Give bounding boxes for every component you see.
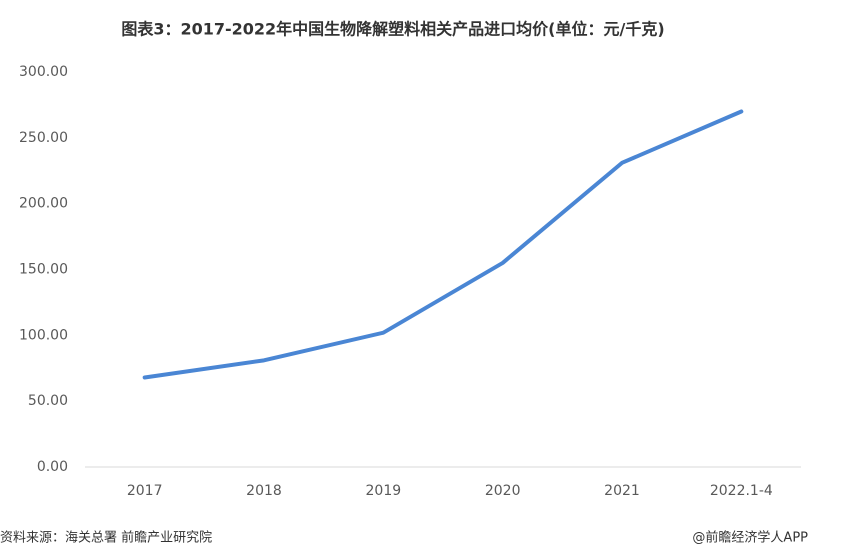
y-tick-label: 150.00: [19, 262, 68, 278]
y-tick-label: 200.00: [19, 196, 68, 212]
source: 资料来源：海关总署 前瞻产业研究院: [0, 530, 212, 546]
x-tick-label: 2020: [485, 483, 521, 499]
line: [142, 109, 744, 380]
y-tick-label: 0.00: [37, 459, 68, 475]
x-tick-label: 2019: [366, 483, 402, 499]
x-tick-label: 2022.1-4: [710, 483, 773, 499]
y-tick-label: 100.00: [19, 327, 68, 343]
y-tick-label: 50.00: [28, 393, 68, 409]
chart-title: 图表3：2017-2022年中国生物降解塑料相关产品进口均价(单位：元/千克): [121, 20, 664, 39]
y-tick-label: 300.00: [19, 64, 68, 80]
credit: @前瞻经济学人APP: [692, 530, 808, 546]
x-tick-label: 2021: [604, 483, 640, 499]
y-tick-label: 250.00: [19, 130, 68, 146]
x-tick-label: 2018: [246, 483, 282, 499]
x-tick-label: 2017: [127, 483, 163, 499]
